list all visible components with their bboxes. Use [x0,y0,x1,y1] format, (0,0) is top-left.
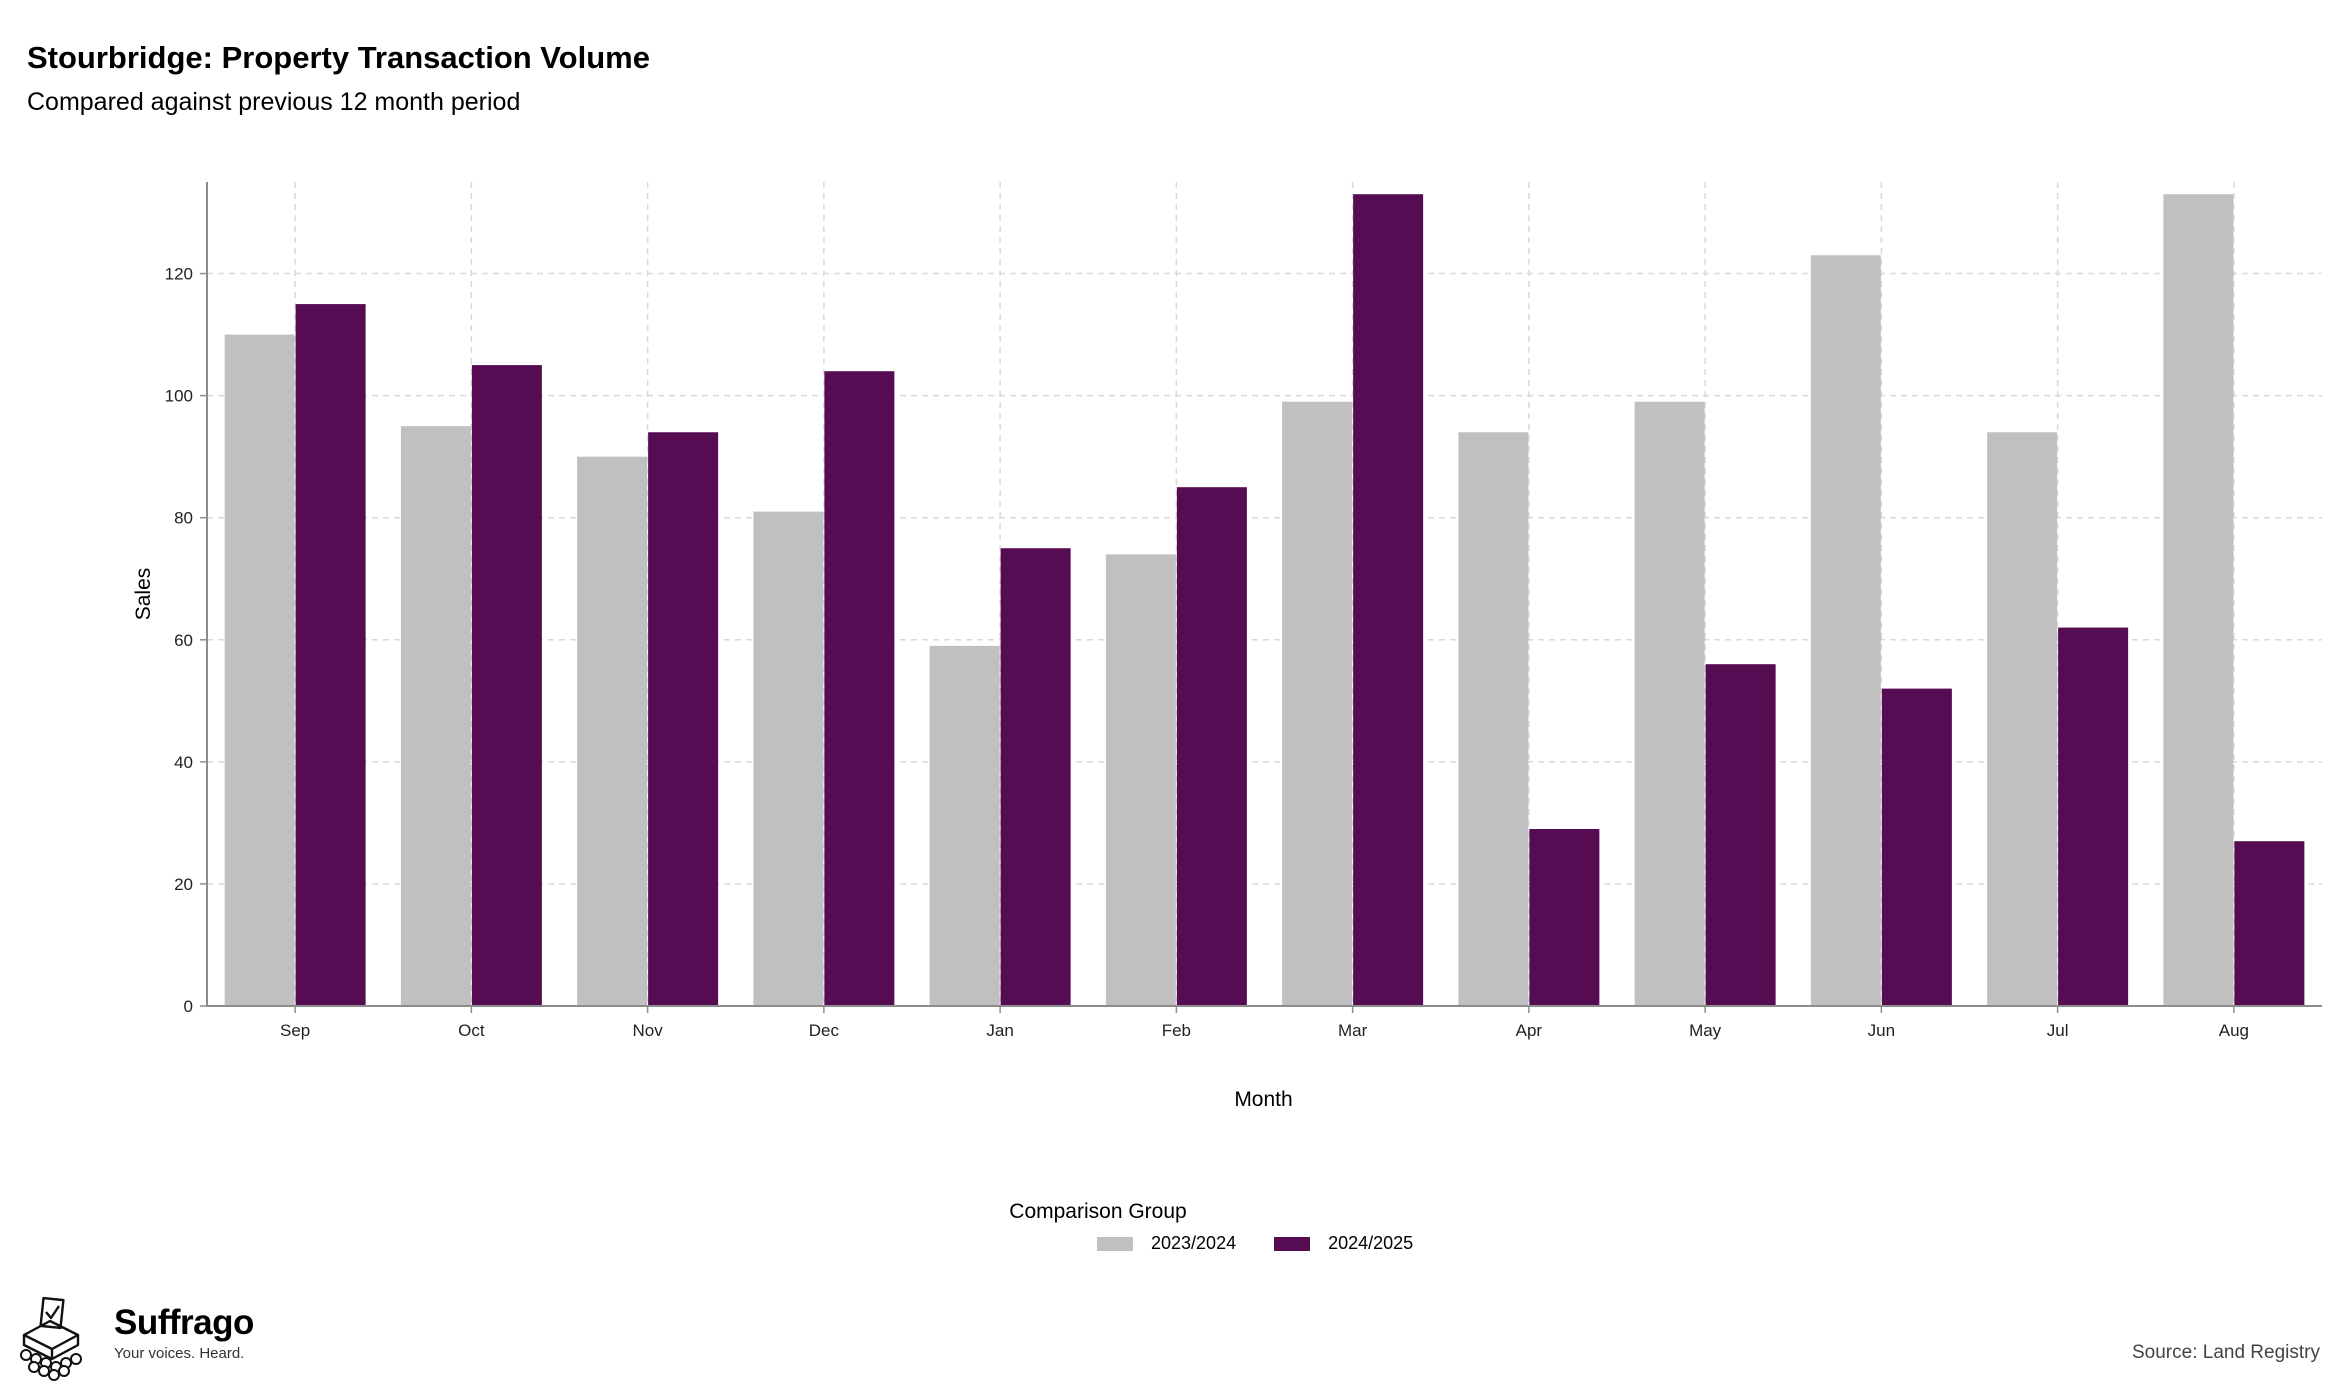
bar-may-series-1 [1634,401,1705,1006]
bar-aug-series-1 [2163,194,2234,1007]
axes [200,182,2322,1013]
bar-oct-series-1 [400,426,471,1006]
x-tick-labels: Sep Oct Nov Dec Jan Feb Mar Apr May Jun Jul Aug [280,1021,2249,1040]
x-tick-label: Mar [1338,1021,1368,1040]
ballot-box-logo-icon [20,1296,82,1381]
y-tick-label: 60 [174,631,193,650]
bar-nov-series-2 [648,432,719,1007]
chart-subtitle: Compared against previous 12 month perio… [27,88,521,116]
y-tick-label: 80 [174,509,193,528]
bar-mar-series-2 [1353,194,1424,1007]
legend-label-series-1: 2023/2024 [1151,1233,1237,1253]
bar-dec-series-1 [753,511,824,1006]
bar-sep-series-2 [295,304,366,1006]
x-tick-label: Oct [458,1021,485,1040]
y-axis-title: Sales [132,568,155,621]
x-tick-label: Jun [1868,1021,1895,1040]
bars [224,194,2305,1007]
bar-jun-series-1 [1810,255,1881,1006]
x-tick-label: Jan [986,1021,1013,1040]
legend-label-series-2: 2024/2025 [1328,1233,1414,1253]
grid-lines [207,182,2322,1006]
legend-item-series-1: 2023/2024 [1097,1233,1236,1254]
bar-oct-series-2 [471,365,542,1007]
bar-nov-series-1 [577,456,648,1007]
source-note: Source: Land Registry [2132,1342,2320,1363]
x-tick-label: Apr [1516,1021,1543,1040]
x-axis-title: Month [1234,1088,1292,1111]
bar-apr-series-1 [1458,432,1529,1007]
x-tick-label: Feb [1162,1021,1191,1040]
bar-jan-series-1 [929,645,1000,1006]
x-tick-label: Sep [280,1021,310,1040]
legend-swatch-series-2 [1274,1236,1311,1251]
brand: Suffrago Your voices. Heard. [16,1295,254,1381]
y-tick-label: 40 [174,753,193,772]
bar-feb-series-2 [1176,487,1247,1006]
y-tick-label: 20 [174,875,193,894]
chart-title: Stourbridge: Property Transaction Volume [27,40,650,75]
bar-mar-series-1 [1282,401,1353,1006]
bar-jan-series-2 [1000,548,1071,1006]
bar-apr-series-2 [1529,828,1600,1006]
legend-swatch-series-1 [1097,1236,1133,1251]
bar-sep-series-1 [224,334,295,1006]
legend: 2023/2024 2024/2025 [1097,1233,1451,1254]
x-tick-label: Nov [633,1021,664,1040]
y-tick-label: 0 [184,997,193,1016]
legend-item-series-2: 2024/2025 [1274,1233,1413,1254]
brand-name: Suffrago [114,1303,254,1342]
bar-feb-series-1 [1105,554,1176,1006]
bar-aug-series-2 [2234,841,2305,1006]
y-tick-labels: 0 20 40 60 80 100 120 [165,265,193,1016]
bar-jun-series-2 [1881,688,1952,1006]
legend-title: Comparison Group [1009,1200,1187,1223]
brand-tagline: Your voices. Heard. [114,1345,245,1362]
x-tick-label: Dec [809,1021,840,1040]
y-tick-label: 120 [165,265,193,284]
y-tick-label: 100 [165,387,193,406]
bar-jul-series-1 [1987,432,2058,1007]
x-tick-label: May [1689,1021,1722,1040]
bar-jul-series-2 [2058,627,2129,1006]
bar-may-series-2 [1705,664,1776,1006]
x-tick-label: Aug [2219,1021,2249,1040]
x-tick-label: Jul [2047,1021,2069,1040]
bar-dec-series-2 [824,371,895,1006]
